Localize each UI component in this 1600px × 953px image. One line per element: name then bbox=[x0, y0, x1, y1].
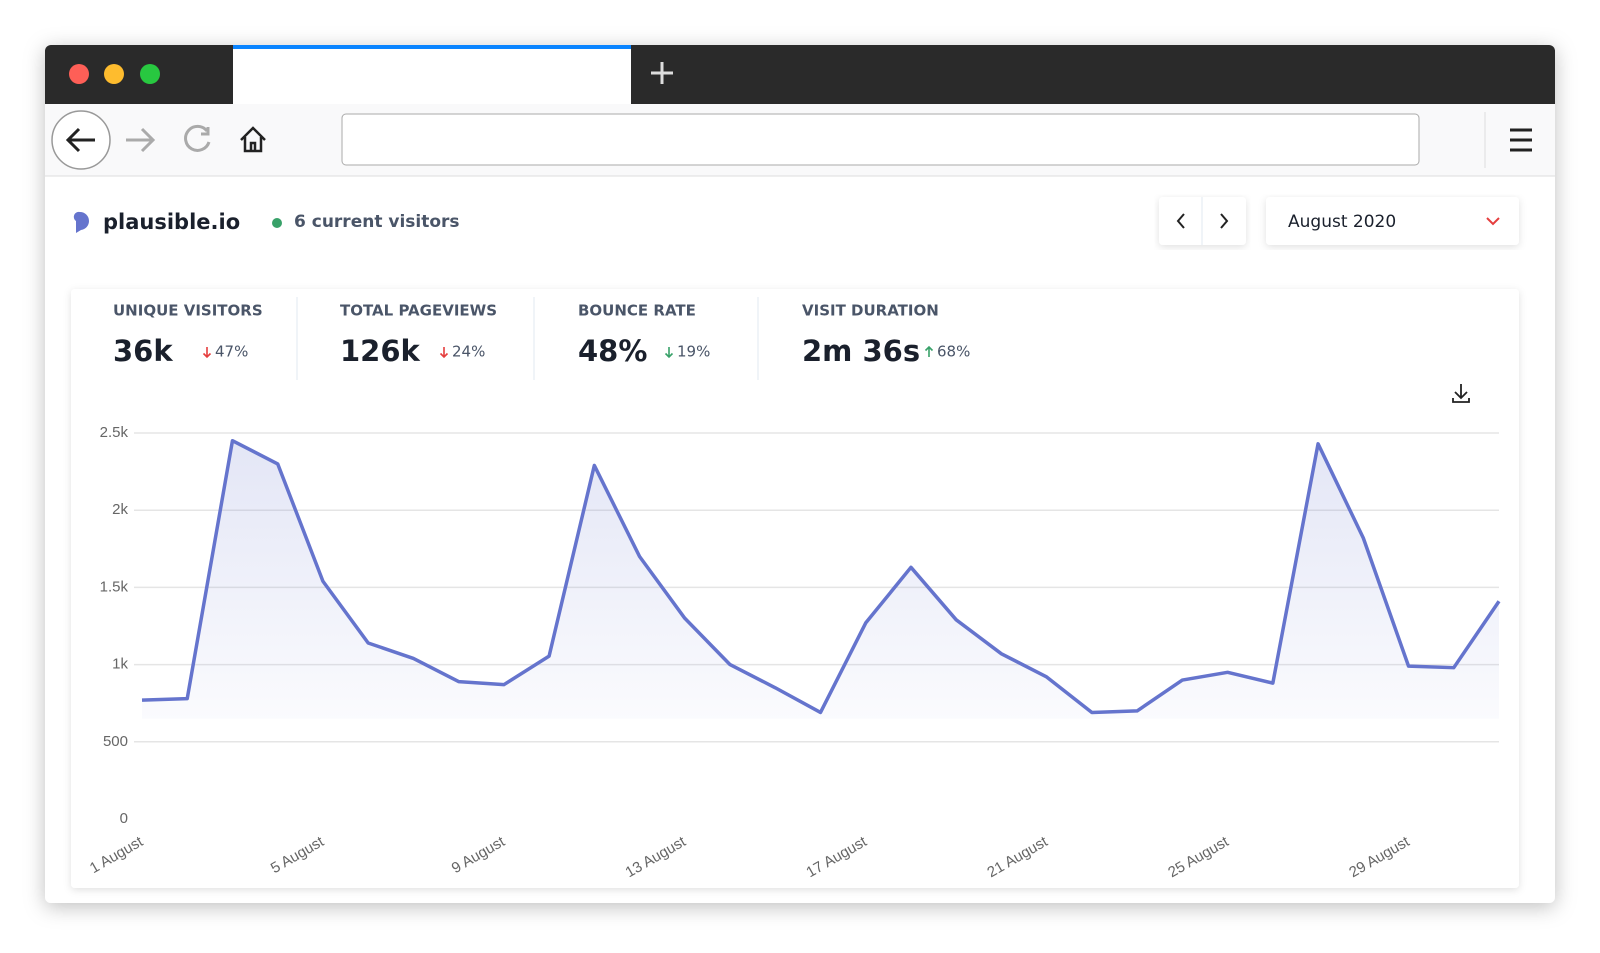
change-arrow bbox=[664, 347, 674, 359]
prev-period[interactable] bbox=[1176, 213, 1185, 229]
y-tick-label: 500 bbox=[103, 733, 128, 750]
stat-value: 126k bbox=[340, 334, 421, 368]
stat-label: VISIT DURATION bbox=[802, 302, 939, 320]
stat-value: 48% bbox=[578, 334, 647, 368]
change-arrow bbox=[202, 347, 212, 359]
download-button[interactable] bbox=[1452, 384, 1470, 403]
stat-change: 24% bbox=[452, 343, 485, 361]
change-arrow bbox=[439, 347, 449, 359]
forward-button[interactable] bbox=[126, 127, 156, 153]
y-tick-label: 1.5k bbox=[100, 578, 129, 595]
tab-indicator bbox=[233, 45, 631, 49]
dropdown-caret bbox=[1486, 217, 1500, 226]
stat-change: 47% bbox=[215, 343, 248, 361]
stat-label: TOTAL PAGEVIEWS bbox=[340, 302, 497, 320]
y-tick-label: 0 bbox=[120, 810, 128, 827]
next-period[interactable] bbox=[1220, 213, 1229, 229]
back-arrow bbox=[65, 127, 95, 153]
live-dot bbox=[272, 218, 282, 228]
menu-button[interactable] bbox=[1510, 128, 1532, 152]
logo bbox=[73, 211, 90, 233]
y-tick-label: 2.5k bbox=[100, 424, 129, 441]
stat-value: 36k bbox=[113, 334, 173, 368]
site-name[interactable]: plausible.io bbox=[103, 210, 240, 234]
stat-change: 19% bbox=[677, 343, 710, 361]
period-label: August 2020 bbox=[1288, 212, 1396, 232]
stat-value: 2m 36s bbox=[802, 334, 920, 368]
line bbox=[141, 438, 1501, 715]
y-tick-label: 2k bbox=[112, 501, 128, 518]
active-tab[interactable] bbox=[233, 45, 631, 104]
new-tab-button[interactable] bbox=[651, 62, 673, 84]
y-tick-label: 1k bbox=[112, 656, 128, 673]
minimize-button[interactable] bbox=[104, 64, 124, 84]
home-button[interactable] bbox=[240, 126, 266, 153]
current-visitors[interactable]: 6 current visitors bbox=[294, 212, 460, 232]
reload-button[interactable] bbox=[184, 124, 211, 152]
stat-label: BOUNCE RATE bbox=[578, 302, 696, 320]
period-picker[interactable] bbox=[1266, 197, 1519, 245]
change-arrow bbox=[924, 345, 934, 357]
stat-change: 68% bbox=[937, 343, 970, 361]
stats-card bbox=[71, 289, 1519, 888]
close-button[interactable] bbox=[69, 64, 89, 84]
stat-label: UNIQUE VISITORS bbox=[113, 302, 263, 320]
maximize-button[interactable] bbox=[140, 64, 160, 84]
address-bar[interactable] bbox=[341, 113, 1420, 166]
